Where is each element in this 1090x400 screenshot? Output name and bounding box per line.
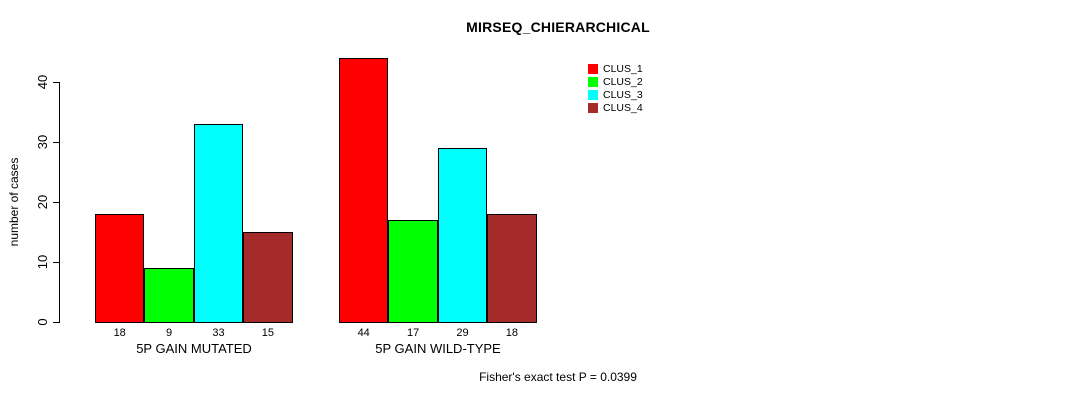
legend-label-clus_3: CLUS_3 bbox=[603, 88, 643, 101]
bar-value-clus_1-group2: 44 bbox=[357, 327, 370, 339]
legend-swatch-clus_1 bbox=[588, 63, 598, 74]
y-axis-line bbox=[59, 82, 60, 323]
legend-swatch-clus_2 bbox=[588, 76, 598, 87]
bar-value-clus_1-group1: 18 bbox=[113, 327, 126, 339]
bar-clus_2-group1 bbox=[144, 268, 194, 323]
chart-title: MIRSEQ_CHIERARCHICAL bbox=[466, 19, 650, 35]
bar-value-clus_2-group2: 17 bbox=[406, 327, 420, 339]
bar-clus_4-group2 bbox=[487, 214, 537, 323]
bar-clus_2-group2 bbox=[388, 220, 438, 323]
y-axis-tick-label-20: 20 bbox=[35, 194, 50, 210]
category-label-5p-gain-wild-type: 5P GAIN WILD-TYPE bbox=[375, 341, 501, 356]
fisher-test-annotation: Fisher's exact test P = 0.0399 bbox=[479, 370, 637, 384]
legend-item-clus_3: CLUS_3 bbox=[588, 88, 643, 101]
legend-label-clus_2: CLUS_2 bbox=[603, 75, 643, 88]
legend-swatch-clus_4 bbox=[588, 102, 598, 113]
y-axis-tick-10 bbox=[53, 262, 59, 263]
bar-clus_4-group1 bbox=[243, 232, 293, 323]
y-axis-tick-label-30: 30 bbox=[35, 134, 50, 150]
y-axis-tick-20 bbox=[53, 202, 59, 203]
bar-clus_1-group1 bbox=[95, 214, 145, 323]
bar-value-clus_3-group1: 33 bbox=[212, 327, 225, 339]
legend-item-clus_4: CLUS_4 bbox=[588, 101, 643, 114]
bar-clus_1-group2 bbox=[339, 58, 389, 323]
legend-label-clus_4: CLUS_4 bbox=[603, 101, 643, 114]
legend-item-clus_1: CLUS_1 bbox=[588, 62, 643, 75]
y-axis-tick-0 bbox=[53, 322, 59, 323]
y-axis-tick-label-10: 10 bbox=[35, 254, 50, 270]
bar-value-clus_4-group1: 15 bbox=[261, 327, 274, 339]
y-axis-tick-label-0: 0 bbox=[35, 318, 50, 326]
bar-value-clus_3-group2: 29 bbox=[456, 327, 469, 339]
bar-value-clus_4-group2: 18 bbox=[505, 327, 518, 339]
legend-label-clus_1: CLUS_1 bbox=[603, 62, 643, 75]
bar-value-clus_2-group1: 9 bbox=[166, 327, 173, 339]
legend: CLUS_1 CLUS_2 CLUS_3 CLUS_4 bbox=[588, 62, 643, 114]
y-axis-tick-30 bbox=[53, 142, 59, 143]
legend-swatch-clus_3 bbox=[588, 89, 598, 100]
category-label-5p-gain-mutated: 5P GAIN MUTATED bbox=[136, 341, 252, 356]
y-axis-tick-40 bbox=[53, 82, 59, 83]
bar-clus_3-group1 bbox=[193, 124, 244, 323]
y-axis-tick-label-40: 40 bbox=[35, 74, 50, 90]
bar-clus_3-group2 bbox=[437, 148, 488, 323]
legend-item-clus_2: CLUS_2 bbox=[588, 75, 643, 88]
